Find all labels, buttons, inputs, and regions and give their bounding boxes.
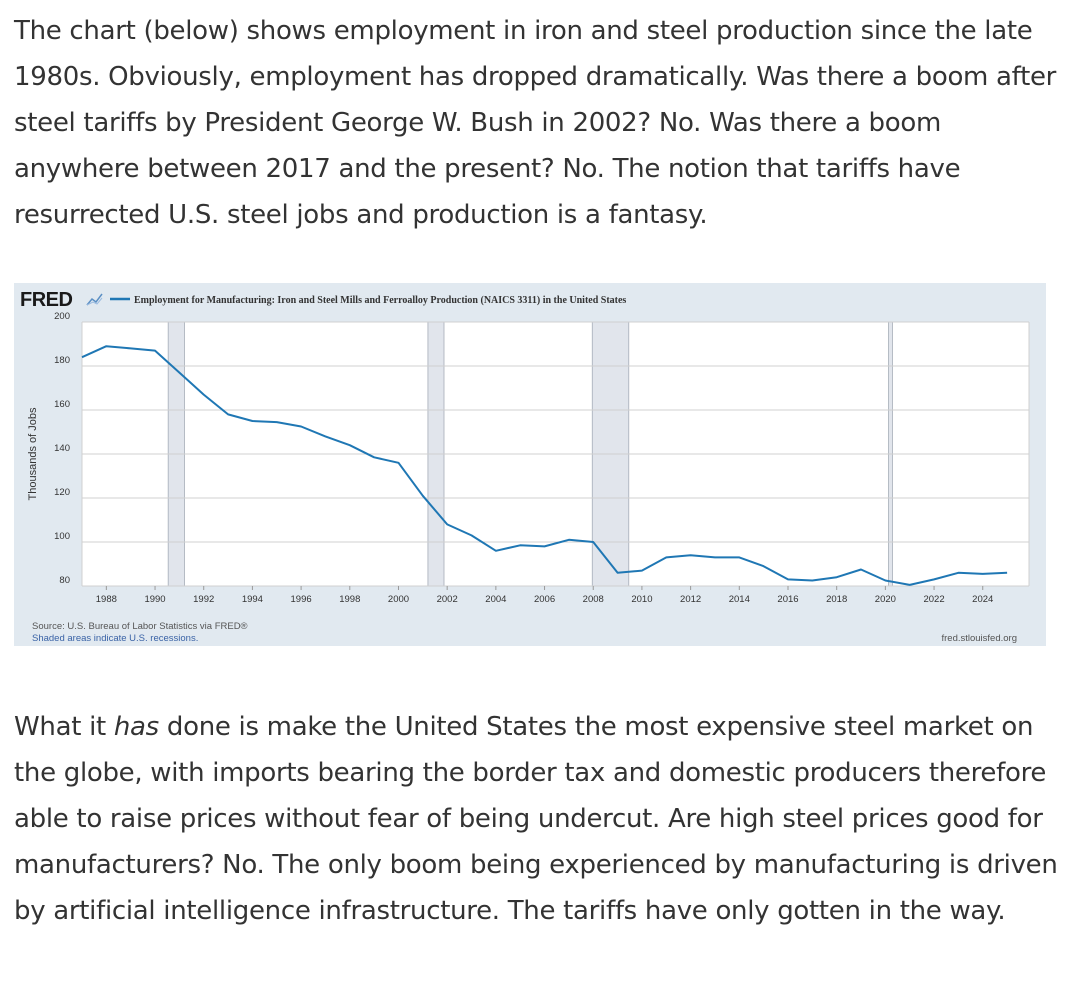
fred-chart-panel: FRED Employment for Manufacturing: Iron … xyxy=(14,283,1046,646)
x-tick-2016: 2016 xyxy=(777,594,798,605)
y-tick-180: 180 xyxy=(54,355,70,366)
x-tick-1988: 1988 xyxy=(96,594,117,605)
emphasis-has: has xyxy=(113,712,159,742)
x-tick-2022: 2022 xyxy=(923,594,944,605)
y-tick-100: 100 xyxy=(54,531,70,542)
x-tick-2000: 2000 xyxy=(388,594,409,605)
source-note: Source: U.S. Bureau of Labor Statistics … xyxy=(32,621,248,632)
x-tick-2002: 2002 xyxy=(437,594,458,605)
y-tick-120: 120 xyxy=(54,487,70,498)
y-tick-140: 140 xyxy=(54,443,70,454)
x-tick-2020: 2020 xyxy=(875,594,896,605)
paragraph-text-start: What it xyxy=(14,712,114,742)
y-tick-80: 80 xyxy=(59,575,70,586)
x-tick-1994: 1994 xyxy=(242,594,263,605)
y-axis-label: Thousands of Jobs xyxy=(27,407,39,500)
recession-note: Shaded areas indicate U.S. recessions. xyxy=(32,633,198,644)
fred-site-link[interactable]: fred.stlouisfed.org xyxy=(941,633,1017,644)
x-tick-2006: 2006 xyxy=(534,594,555,605)
x-tick-2024: 2024 xyxy=(972,594,993,605)
x-tick-2008: 2008 xyxy=(583,594,604,605)
conclusion-paragraph: What it has done is make the United Stat… xyxy=(14,704,1064,934)
x-tick-1990: 1990 xyxy=(144,594,165,605)
intro-paragraph: The chart (below) shows employment in ir… xyxy=(14,16,1057,230)
legend-series-label: Employment for Manufacturing: Iron and S… xyxy=(134,295,626,306)
paragraph-text-end: done is make the United States the most … xyxy=(14,712,1058,926)
series-line-employment xyxy=(81,345,1008,586)
x-tick-1992: 1992 xyxy=(193,594,214,605)
x-tick-2012: 2012 xyxy=(680,594,701,605)
x-tick-2014: 2014 xyxy=(729,594,750,605)
fred-logo-text: FRED xyxy=(20,289,73,311)
y-tick-200: 200 xyxy=(54,311,70,322)
x-tick-1996: 1996 xyxy=(291,594,312,605)
x-tick-2010: 2010 xyxy=(631,594,652,605)
x-tick-1998: 1998 xyxy=(339,594,360,605)
y-tick-160: 160 xyxy=(54,399,70,410)
x-tick-2004: 2004 xyxy=(485,594,506,605)
employment-chart: FRED Employment for Manufacturing: Iron … xyxy=(20,289,1030,644)
fred-chart-icon xyxy=(86,293,103,306)
x-tick-2018: 2018 xyxy=(826,594,847,605)
